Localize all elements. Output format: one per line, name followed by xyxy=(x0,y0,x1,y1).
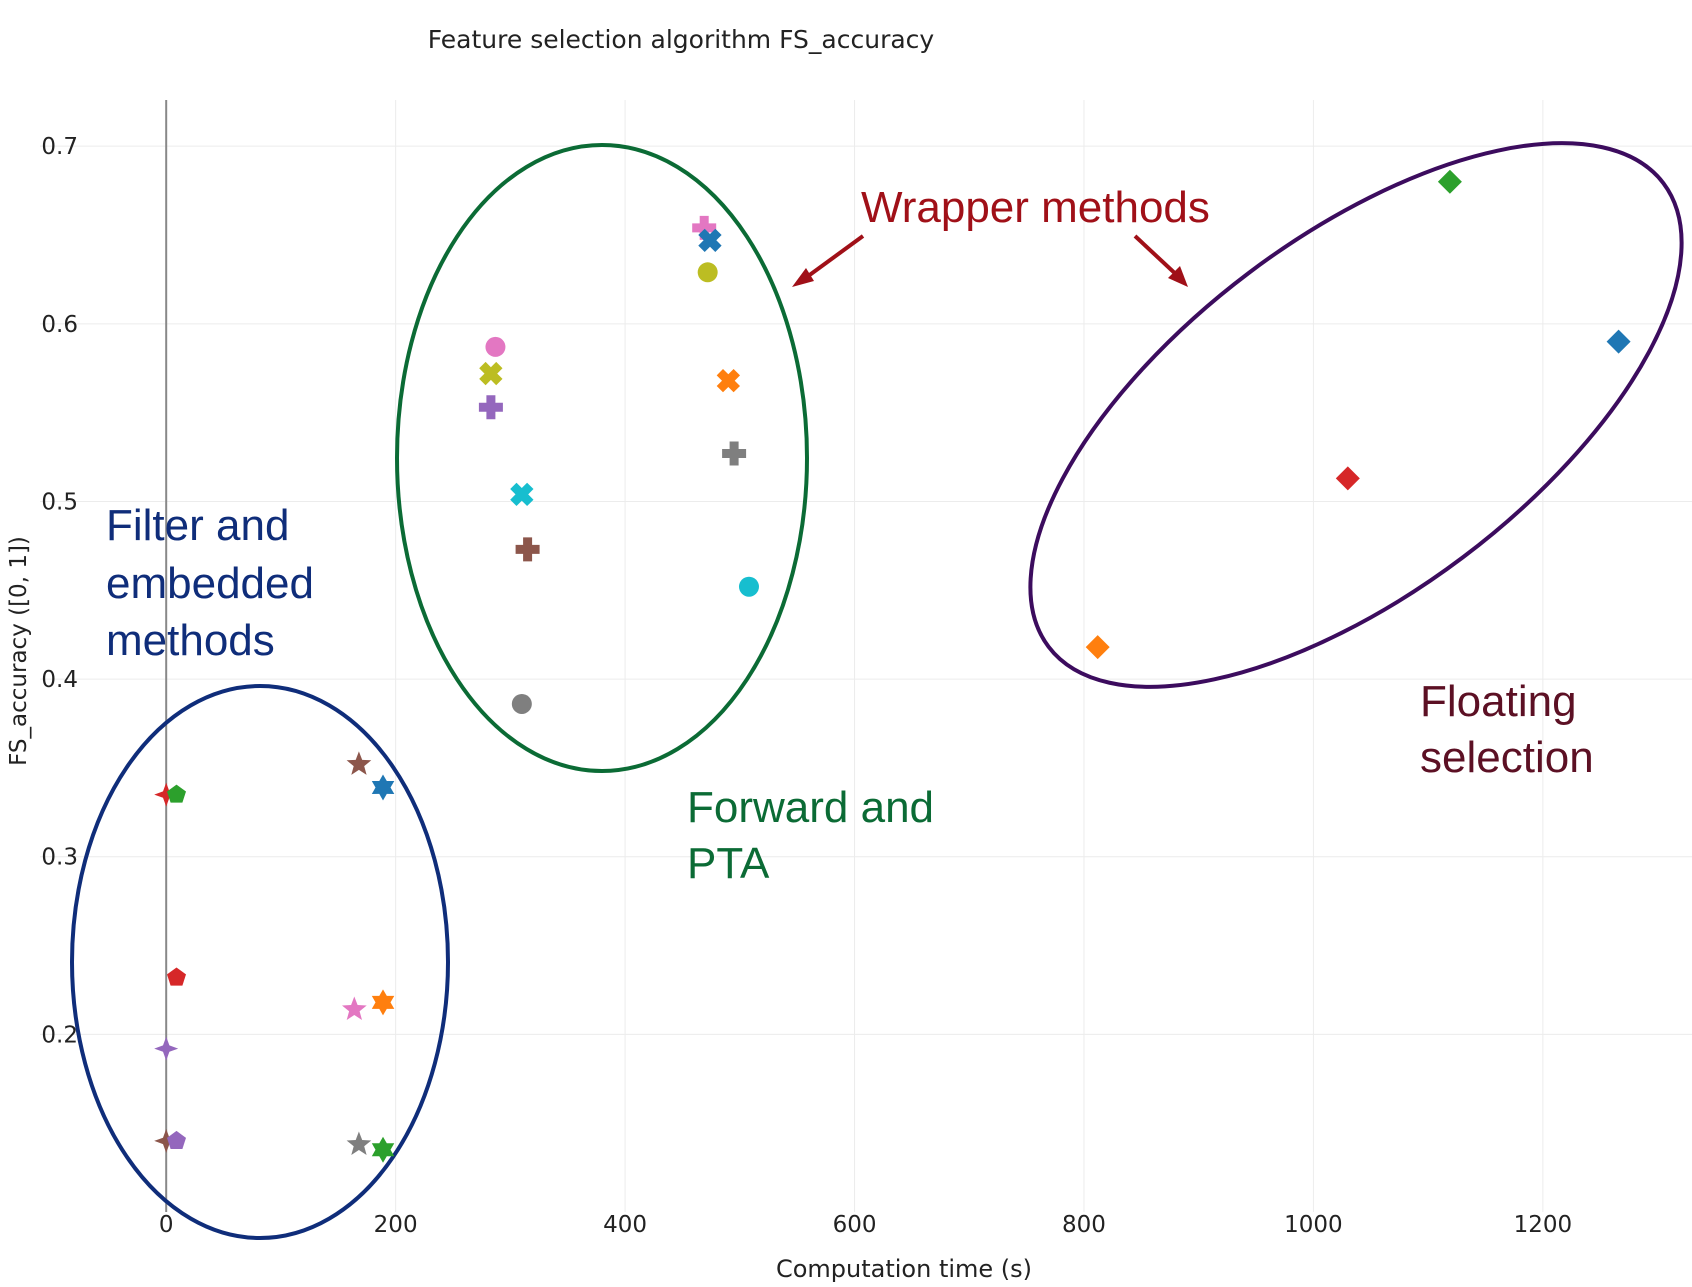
data-point-hexagram xyxy=(371,774,395,801)
data-point-cross xyxy=(478,395,503,420)
data-point-hexagram xyxy=(371,1136,395,1163)
data-point-diamond xyxy=(1085,635,1110,660)
y-tick-labels: 0.2 0.3 0.4 0.5 0.6 0.7 xyxy=(41,134,78,1048)
data-point-x xyxy=(479,361,503,386)
data-point-diamond xyxy=(1335,466,1360,491)
x-tick-label: 600 xyxy=(833,1212,877,1238)
data-point-star-diamond xyxy=(154,1128,179,1153)
data-point-circle xyxy=(485,336,506,357)
annotations: Filter and embedded methods Forward and … xyxy=(106,183,1594,888)
data-point-cross xyxy=(515,537,540,562)
data-point-star xyxy=(346,751,372,775)
x-tick-label: 400 xyxy=(603,1212,647,1238)
y-tick-label: 0.2 xyxy=(41,1022,78,1048)
data-point-x xyxy=(716,369,740,393)
forward-group-ellipse xyxy=(395,143,809,773)
data-point-cross xyxy=(692,215,717,240)
annotation-wrapper: Wrapper methods xyxy=(861,183,1210,232)
data-point-star-diamond xyxy=(154,782,179,807)
data-point-pentagon xyxy=(167,1130,186,1149)
filter-group-ellipse xyxy=(70,684,450,1240)
data-point-cross xyxy=(722,441,747,466)
data-points xyxy=(154,169,1631,1163)
y-tick-label: 0.3 xyxy=(41,845,78,871)
data-point-x xyxy=(698,228,722,252)
chart-title: Feature selection algorithm FS_accuracy xyxy=(428,25,935,54)
data-point-star xyxy=(342,996,367,1020)
x-axis-label: Computation time (s) xyxy=(776,1255,1032,1283)
data-point-pentagon xyxy=(167,784,186,803)
annotation-floating-line-1: Floating xyxy=(1420,677,1577,726)
x-tick-label: 0 xyxy=(159,1212,174,1238)
x-tick-label: 1200 xyxy=(1514,1212,1573,1238)
data-point-diamond xyxy=(1606,329,1631,354)
y-tick-label: 0.7 xyxy=(41,134,78,160)
grid-lines xyxy=(40,100,1692,1212)
x-tick-label: 1000 xyxy=(1284,1212,1343,1238)
annotation-forward-line-2: PTA xyxy=(687,839,770,888)
data-point-star-diamond xyxy=(154,1036,179,1061)
x-tick-labels: 0 200 400 600 800 1000 1200 xyxy=(159,1212,1572,1238)
data-point-circle xyxy=(697,262,718,283)
data-point-pentagon xyxy=(167,967,186,986)
data-point-hexagram xyxy=(371,989,395,1016)
floating-group-ellipse xyxy=(1028,141,1684,689)
y-tick-label: 0.5 xyxy=(41,489,78,515)
annotation-filter-line-2: embedded xyxy=(106,559,314,608)
y-tick-label: 0.4 xyxy=(41,667,78,693)
annotation-filter-line-3: methods xyxy=(106,616,275,665)
annotation-floating-line-2: selection xyxy=(1420,733,1594,782)
annotation-filter-line-1: Filter and xyxy=(106,501,289,550)
x-tick-label: 200 xyxy=(374,1212,418,1238)
wrapper-arrow-left xyxy=(792,234,865,287)
x-tick-label: 800 xyxy=(1062,1212,1106,1238)
data-point-x xyxy=(510,482,534,506)
data-point-diamond xyxy=(1437,169,1462,194)
wrapper-arrow-right xyxy=(1133,234,1188,287)
data-point-circle xyxy=(738,576,759,597)
annotation-forward-line-1: Forward and xyxy=(687,783,934,832)
group-ellipses xyxy=(70,141,1684,1240)
data-point-star xyxy=(346,1131,372,1155)
y-tick-label: 0.6 xyxy=(41,312,78,338)
data-point-circle xyxy=(511,693,532,714)
y-axis-label: FS_accuracy ([0, 1]) xyxy=(6,536,32,766)
